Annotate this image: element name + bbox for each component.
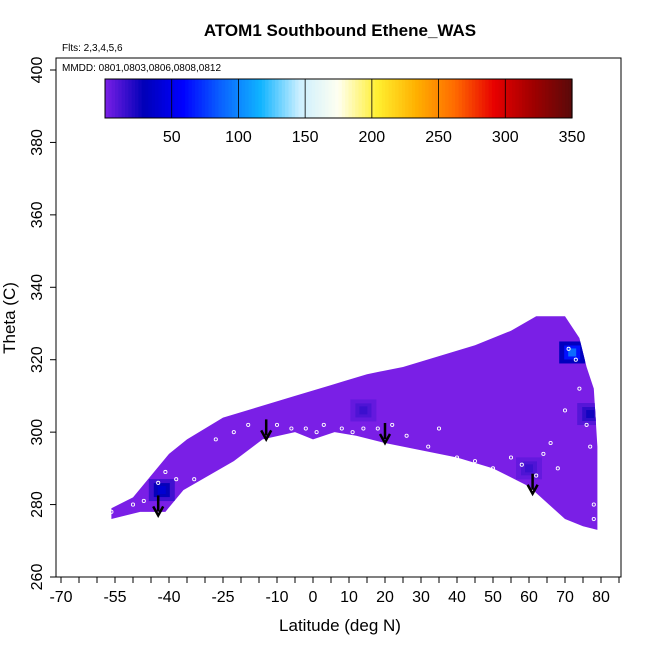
- sample-point: [534, 473, 539, 478]
- colorbar-tick-label: 50: [163, 129, 181, 146]
- chart-title: ATOM1 Southbound Ethene_WAS: [204, 21, 476, 40]
- y-tick-label: 320: [29, 346, 46, 373]
- sample-point: [156, 480, 161, 485]
- down-arrow: [378, 423, 392, 446]
- sample-point: [213, 437, 218, 442]
- dates-note: MMDD: 0801,0803,0806,0808,0812: [62, 63, 221, 74]
- y-tick-label: 300: [29, 419, 46, 446]
- sample-point: [562, 408, 568, 413]
- y-tick-label: 380: [29, 129, 46, 156]
- sample-point: [548, 440, 553, 446]
- sample-point: [141, 498, 146, 504]
- hotspot-cell: [568, 348, 577, 357]
- y-tick-label: 260: [29, 564, 46, 591]
- x-tick-label: -25: [211, 589, 234, 606]
- sample-point: [289, 426, 294, 431]
- sample-point: [508, 455, 514, 460]
- colorbar-tick-label: 200: [359, 129, 386, 146]
- x-tick-label: 60: [520, 589, 538, 606]
- down-arrow: [260, 419, 273, 442]
- x-tick-label: -70: [49, 589, 72, 606]
- sample-point: [303, 426, 308, 431]
- sample-points: [109, 346, 596, 522]
- sample-point: [584, 422, 589, 427]
- sample-point: [339, 426, 344, 431]
- x-tick-label: -40: [157, 589, 180, 606]
- x-tick-label: 80: [592, 589, 610, 606]
- field-area: [111, 316, 598, 530]
- down-arrow: [526, 473, 539, 497]
- sample-point: [577, 386, 582, 391]
- colorbar-tick-label: 350: [559, 129, 586, 146]
- heatmap-field: [111, 316, 598, 530]
- x-axis: -70 -55 -40 -25 -10 0 10 20 30 40 50 60 70 80: [49, 577, 620, 606]
- sample-point: [130, 502, 136, 507]
- plot-frame: [55, 57, 622, 578]
- sample-point: [566, 346, 571, 351]
- hotspot-cell: [359, 406, 368, 415]
- colorbar-tick-label: 150: [292, 129, 319, 146]
- y-tick-label: 340: [29, 274, 46, 301]
- sample-point: [426, 444, 431, 449]
- sample-point: [321, 422, 326, 427]
- colorbar-tick-label: 250: [425, 129, 452, 146]
- x-tick-label: 0: [309, 589, 318, 606]
- sample-point: [174, 477, 179, 482]
- sample-point: [390, 422, 395, 427]
- hotspot-cell: [586, 410, 595, 419]
- sample-point: [591, 502, 596, 507]
- y-tick-label: 280: [29, 491, 46, 518]
- sample-point: [436, 426, 442, 431]
- sample-point: [519, 462, 524, 467]
- sample-point: [555, 466, 560, 471]
- flights-note: Flts: 2,3,4,5,6: [62, 43, 123, 54]
- sample-point: [361, 426, 366, 431]
- x-tick-label: 50: [484, 589, 502, 606]
- sample-point: [163, 469, 168, 475]
- y-tick-label: 400: [29, 57, 46, 84]
- x-tick-label: 30: [412, 589, 430, 606]
- colorbar: 50 100 150 200 250 300 350: [104, 78, 586, 146]
- arrows: [152, 419, 539, 519]
- x-axis-label: Latitude (deg N): [279, 616, 401, 635]
- sample-point: [181, 495, 186, 500]
- y-axis: 260 280 300 320 340 360 380 400: [29, 57, 56, 591]
- hotspot-cell: [525, 464, 533, 473]
- sample-point: [591, 517, 596, 522]
- sample-point: [109, 509, 114, 514]
- y-axis-label: Theta (C): [0, 282, 19, 354]
- sample-point: [588, 444, 593, 449]
- colorbar-tick-label: 300: [492, 129, 519, 146]
- down-arrow: [152, 495, 165, 519]
- sample-point: [472, 459, 478, 464]
- y-tick-label: 360: [29, 201, 46, 228]
- sample-point: [490, 466, 496, 471]
- x-tick-label: 10: [340, 589, 358, 606]
- sample-point: [274, 422, 280, 427]
- sample-point: [454, 455, 460, 460]
- colorbar-tick-label: 100: [225, 129, 252, 146]
- sample-point: [192, 477, 197, 482]
- x-tick-label: 40: [448, 589, 466, 606]
- sample-point: [404, 433, 409, 438]
- sample-point: [231, 430, 236, 435]
- sample-point: [573, 357, 578, 362]
- x-tick-label: -55: [103, 589, 126, 606]
- x-tick-label: -10: [265, 589, 288, 606]
- sample-point: [375, 426, 380, 431]
- sample-point: [541, 451, 546, 456]
- sample-point: [246, 422, 251, 427]
- x-tick-label: 70: [556, 589, 574, 606]
- hotspot-cell: [157, 486, 166, 495]
- x-tick-label: 20: [376, 589, 394, 606]
- sample-point: [314, 430, 319, 435]
- sample-point: [350, 430, 355, 435]
